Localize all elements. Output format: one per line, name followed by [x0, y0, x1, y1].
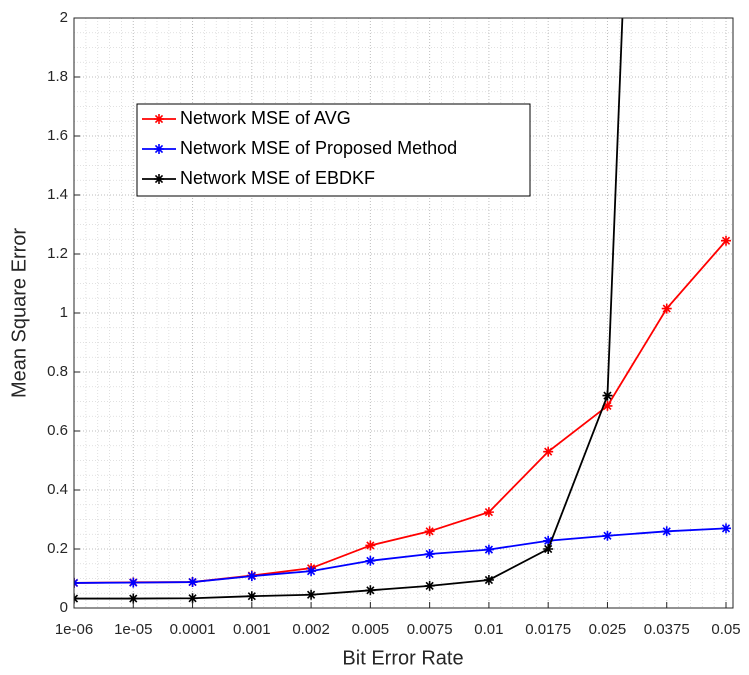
marker: [187, 593, 198, 604]
marker: [602, 400, 613, 411]
marker: [661, 303, 672, 314]
x-tick-label: 0.05: [711, 621, 740, 638]
marker: [128, 577, 139, 588]
x-tick-label: 1e-06: [55, 621, 93, 638]
series-line: [74, 527, 727, 584]
legend-marker: [154, 114, 164, 124]
marker: [543, 544, 554, 554]
marker: [483, 544, 494, 555]
marker: [306, 589, 317, 600]
marker: [543, 446, 554, 457]
x-tick-label: 0.0001: [170, 621, 216, 638]
legend-label: Network MSE of EBDKF: [180, 168, 375, 188]
y-tick-label: 0.2: [47, 540, 68, 557]
x-tick-label: 0.025: [589, 621, 627, 638]
marker: [424, 526, 435, 537]
y-tick-label: 1.8: [47, 68, 68, 85]
marker: [602, 530, 613, 541]
y-tick-label: 0.6: [47, 422, 68, 439]
x-tick-label: 0.0375: [644, 621, 690, 638]
y-tick-label: 0: [60, 599, 68, 616]
marker: [543, 535, 554, 546]
x-tick-label: 0.0175: [525, 621, 571, 638]
y-tick-label: 1.4: [47, 186, 68, 203]
legend: Network MSE of AVG Network MSE of Propose…: [136, 103, 531, 197]
x-axis-label: Bit Error Rate: [342, 647, 463, 669]
marker: [721, 523, 731, 534]
x-tick-label: 1e-05: [114, 621, 152, 638]
y-tick-label: 1.6: [47, 127, 68, 144]
marker: [187, 577, 198, 588]
marker: [128, 593, 139, 604]
legend-marker: [154, 174, 164, 184]
marker: [365, 540, 376, 551]
legend-label: Network MSE of Proposed Method: [180, 138, 457, 158]
marker: [424, 580, 435, 591]
marker: [246, 591, 257, 602]
y-tick-label: 1: [60, 304, 68, 321]
series-layer: [74, 18, 731, 604]
x-tick-label: 0.01: [474, 621, 503, 638]
x-tick-label: 0.0075: [407, 621, 453, 638]
x-tick-label: 0.002: [292, 621, 330, 638]
marker: [306, 566, 317, 577]
y-tick-label: 0.4: [47, 481, 68, 498]
marker: [721, 235, 731, 246]
legend-label: Network MSE of AVG: [180, 108, 351, 128]
marker: [246, 571, 257, 582]
marker: [483, 574, 494, 585]
marker: [424, 549, 435, 560]
marker: [483, 507, 494, 518]
marker: [602, 390, 613, 401]
y-tick-label: 2: [60, 9, 68, 26]
marker: [365, 555, 376, 566]
x-tick-label: 0.005: [352, 621, 390, 638]
marker: [661, 526, 672, 537]
grid: [73, 17, 733, 609]
y-axis-label: Mean Square Error: [8, 228, 30, 398]
y-tick-label: 1.2: [47, 245, 68, 262]
x-tick-label: 0.001: [233, 621, 271, 638]
legend-box: [136, 103, 531, 197]
marker: [365, 585, 376, 596]
y-tick-label: 0.8: [47, 363, 68, 380]
legend-marker: [154, 144, 164, 154]
